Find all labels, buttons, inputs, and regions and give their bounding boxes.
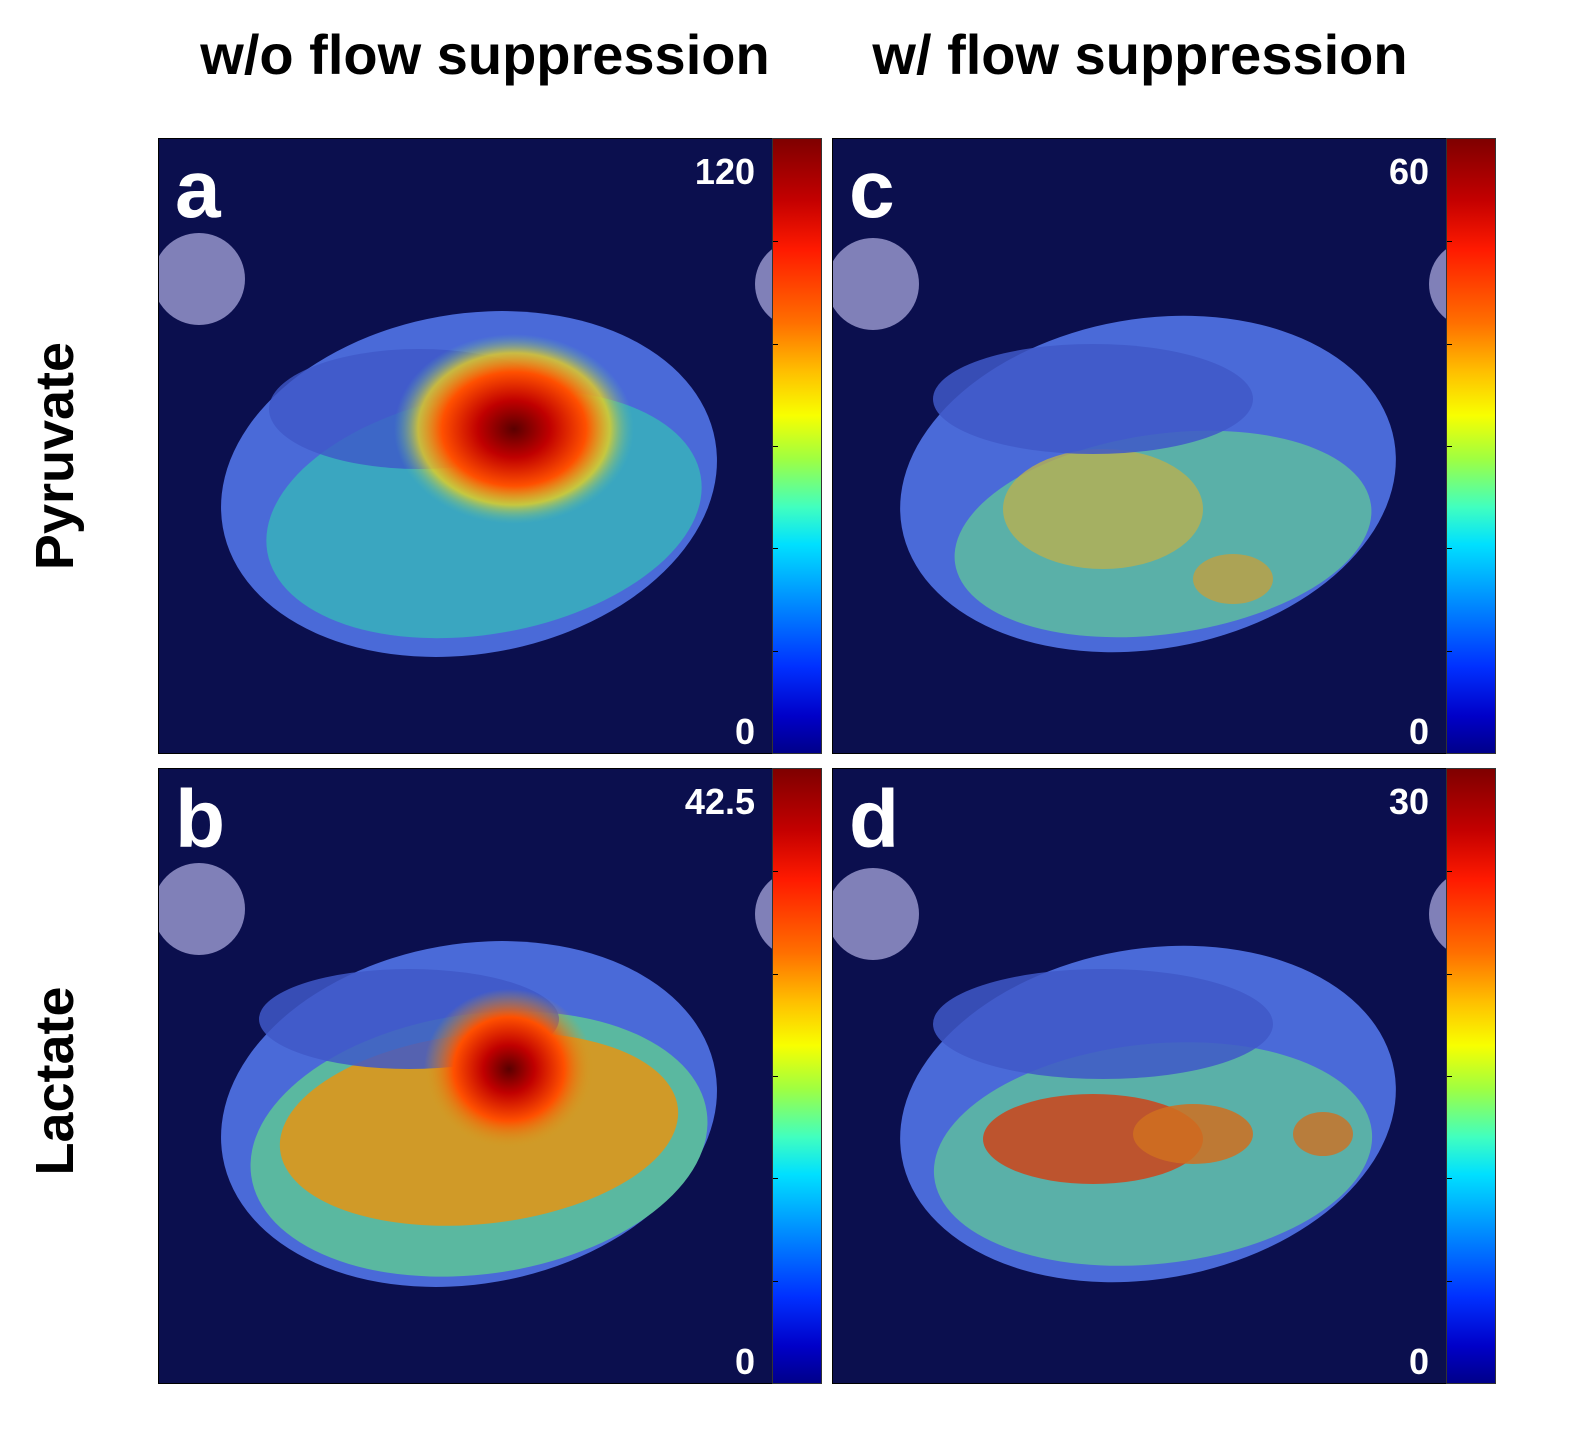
row-title-lactate: Lactate bbox=[25, 986, 85, 1176]
colorbar-tick bbox=[773, 871, 778, 873]
colorbar-tick bbox=[773, 343, 778, 345]
colorbar-tick bbox=[773, 1076, 778, 1077]
colorbar-tick bbox=[1447, 1178, 1452, 1180]
panel-a: a 120 0 bbox=[158, 138, 774, 754]
panel-b: b 42.5 0 bbox=[158, 768, 774, 1384]
panel-c-colorbar-max: 60 bbox=[1388, 151, 1429, 192]
colorbar-tick bbox=[1447, 650, 1452, 652]
panel-b-image bbox=[159, 863, 773, 1287]
panel-d-label: d bbox=[849, 774, 900, 865]
column-title-with-flow-suppression: w/ flow suppression bbox=[872, 23, 1408, 86]
row-title-pyruvate: Pyruvate bbox=[25, 341, 85, 571]
panel-b-label: b bbox=[175, 774, 226, 865]
column-title-without-flow-suppression: w/o flow suppression bbox=[200, 23, 770, 86]
panel-a-label: a bbox=[175, 144, 221, 235]
colorbar-tick bbox=[773, 446, 778, 447]
colorbar-tick bbox=[1447, 1280, 1452, 1282]
colorbar-tick bbox=[773, 548, 778, 550]
colorbar-tick bbox=[1447, 343, 1452, 345]
panel-c: c 60 0 bbox=[832, 138, 1448, 754]
colorbar-tick bbox=[1447, 973, 1452, 975]
panel-d-colorbar-max: 30 bbox=[1388, 781, 1429, 822]
colorbar-tick bbox=[1447, 548, 1452, 550]
colorbar-tick bbox=[1447, 241, 1452, 243]
panel-c-label: c bbox=[849, 144, 895, 235]
panel-d-image bbox=[833, 868, 1447, 1283]
colorbar-tick bbox=[773, 241, 778, 243]
panel-b-colorbar-min: 0 bbox=[734, 1341, 755, 1382]
colorbar-tick bbox=[1447, 446, 1452, 447]
panel-c-colorbar bbox=[1446, 138, 1496, 754]
colorbar-tick bbox=[773, 1178, 778, 1180]
panel-a-colorbar-max: 120 bbox=[694, 151, 755, 192]
colorbar-tick bbox=[773, 1280, 778, 1282]
panel-a-image bbox=[159, 233, 773, 657]
panel-b-colorbar-max: 42.5 bbox=[684, 781, 755, 822]
colorbar-tick bbox=[773, 973, 778, 975]
panel-a-colorbar-min: 0 bbox=[734, 711, 755, 752]
panel-d-colorbar-min: 0 bbox=[1408, 1341, 1429, 1382]
colorbar-tick bbox=[773, 650, 778, 652]
colorbar-tick bbox=[1447, 1076, 1452, 1077]
panel-c-colorbar-min: 0 bbox=[1408, 711, 1429, 752]
panel-d-colorbar bbox=[1446, 768, 1496, 1384]
panel-d: d 30 0 bbox=[832, 768, 1448, 1384]
panel-b-colorbar bbox=[772, 768, 822, 1384]
panel-a-colorbar bbox=[772, 138, 822, 754]
colorbar-tick bbox=[1447, 871, 1452, 873]
panel-c-image bbox=[833, 238, 1447, 653]
